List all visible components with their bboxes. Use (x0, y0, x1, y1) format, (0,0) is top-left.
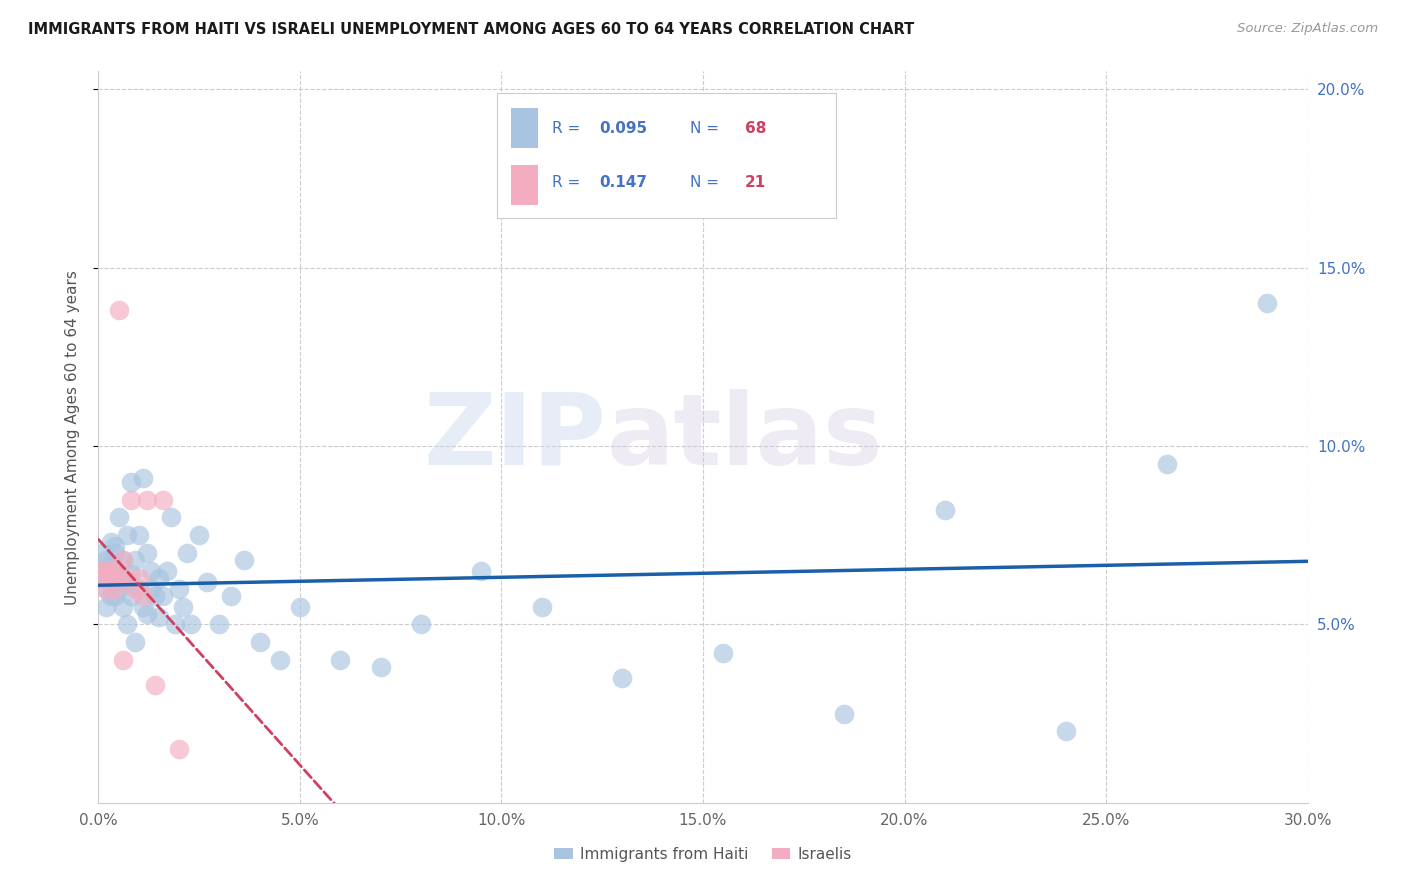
Point (139, 582, 162, 596)
Point (135, 492, 157, 507)
Point (370, 660, 392, 674)
Text: ZIP: ZIP (423, 389, 606, 485)
Point (128, 528, 150, 542)
Point (132, 599, 155, 614)
Text: IMMIGRANTS FROM HAITI VS ISRAELI UNEMPLOYMENT AMONG AGES 60 TO 64 YEARS CORRELAT: IMMIGRANTS FROM HAITI VS ISRAELI UNEMPLO… (28, 22, 914, 37)
Point (100, 571, 122, 585)
Point (176, 546, 198, 560)
Point (156, 564, 179, 578)
Point (115, 528, 138, 542)
Point (91, 564, 114, 578)
Text: atlas: atlas (606, 389, 883, 485)
Point (91, 564, 114, 578)
Point (96, 582, 118, 596)
Point (107, 567, 129, 582)
Point (167, 742, 190, 756)
Point (148, 571, 170, 585)
Point (124, 553, 146, 567)
Point (111, 653, 134, 667)
Point (103, 571, 125, 585)
Point (160, 510, 183, 524)
Point (132, 589, 155, 603)
Point (152, 589, 174, 603)
Point (111, 553, 134, 567)
Point (111, 571, 134, 585)
Point (232, 553, 254, 567)
Point (135, 546, 157, 560)
Point (139, 564, 162, 578)
Point (115, 574, 138, 589)
Point (103, 539, 125, 553)
Point (107, 571, 129, 585)
Point (143, 589, 166, 603)
Point (100, 535, 122, 549)
Point (100, 557, 122, 571)
Point (91, 571, 114, 585)
Y-axis label: Unemployment Among Ages 60 to 64 years: Unemployment Among Ages 60 to 64 years (65, 269, 80, 605)
Point (208, 617, 231, 632)
Point (96, 553, 118, 567)
Point (148, 610, 170, 624)
Point (100, 564, 122, 578)
Point (128, 571, 150, 585)
Legend: Immigrants from Haiti, Israelis: Immigrants from Haiti, Israelis (548, 841, 858, 868)
Point (107, 303, 129, 318)
Point (612, 671, 634, 685)
Point (530, 599, 553, 614)
Point (120, 589, 142, 603)
Point (470, 564, 492, 578)
Point (195, 574, 218, 589)
Text: Source: ZipAtlas.com: Source: ZipAtlas.com (1237, 22, 1378, 36)
Point (135, 607, 157, 621)
Point (120, 475, 142, 489)
Point (91, 571, 114, 585)
Point (180, 617, 202, 632)
Point (269, 653, 291, 667)
Point (107, 582, 129, 596)
Point (1256, 296, 1278, 310)
Point (115, 571, 138, 585)
Point (132, 471, 155, 485)
Point (832, 706, 855, 721)
Point (111, 553, 134, 567)
Point (120, 567, 142, 582)
Point (163, 617, 186, 632)
Point (96, 599, 118, 614)
Point (249, 635, 271, 649)
Point (167, 582, 190, 596)
Point (96, 564, 118, 578)
Point (711, 646, 734, 660)
Point (409, 617, 432, 632)
Point (329, 653, 352, 667)
Point (124, 635, 146, 649)
Point (120, 492, 142, 507)
Point (1054, 724, 1077, 739)
Point (103, 582, 125, 596)
Point (96, 564, 118, 578)
Point (143, 678, 166, 692)
Point (188, 528, 211, 542)
Point (103, 564, 125, 578)
Point (128, 582, 150, 596)
Point (100, 564, 122, 578)
Point (103, 589, 125, 603)
Point (221, 589, 243, 603)
Point (1156, 457, 1178, 471)
Point (124, 582, 146, 596)
Point (152, 492, 174, 507)
Point (115, 617, 138, 632)
Point (96, 582, 118, 596)
Point (91, 546, 114, 560)
Point (100, 589, 122, 603)
Point (288, 599, 311, 614)
Point (103, 546, 125, 560)
Point (934, 503, 956, 517)
Point (172, 599, 194, 614)
Point (111, 599, 134, 614)
Point (107, 510, 129, 524)
